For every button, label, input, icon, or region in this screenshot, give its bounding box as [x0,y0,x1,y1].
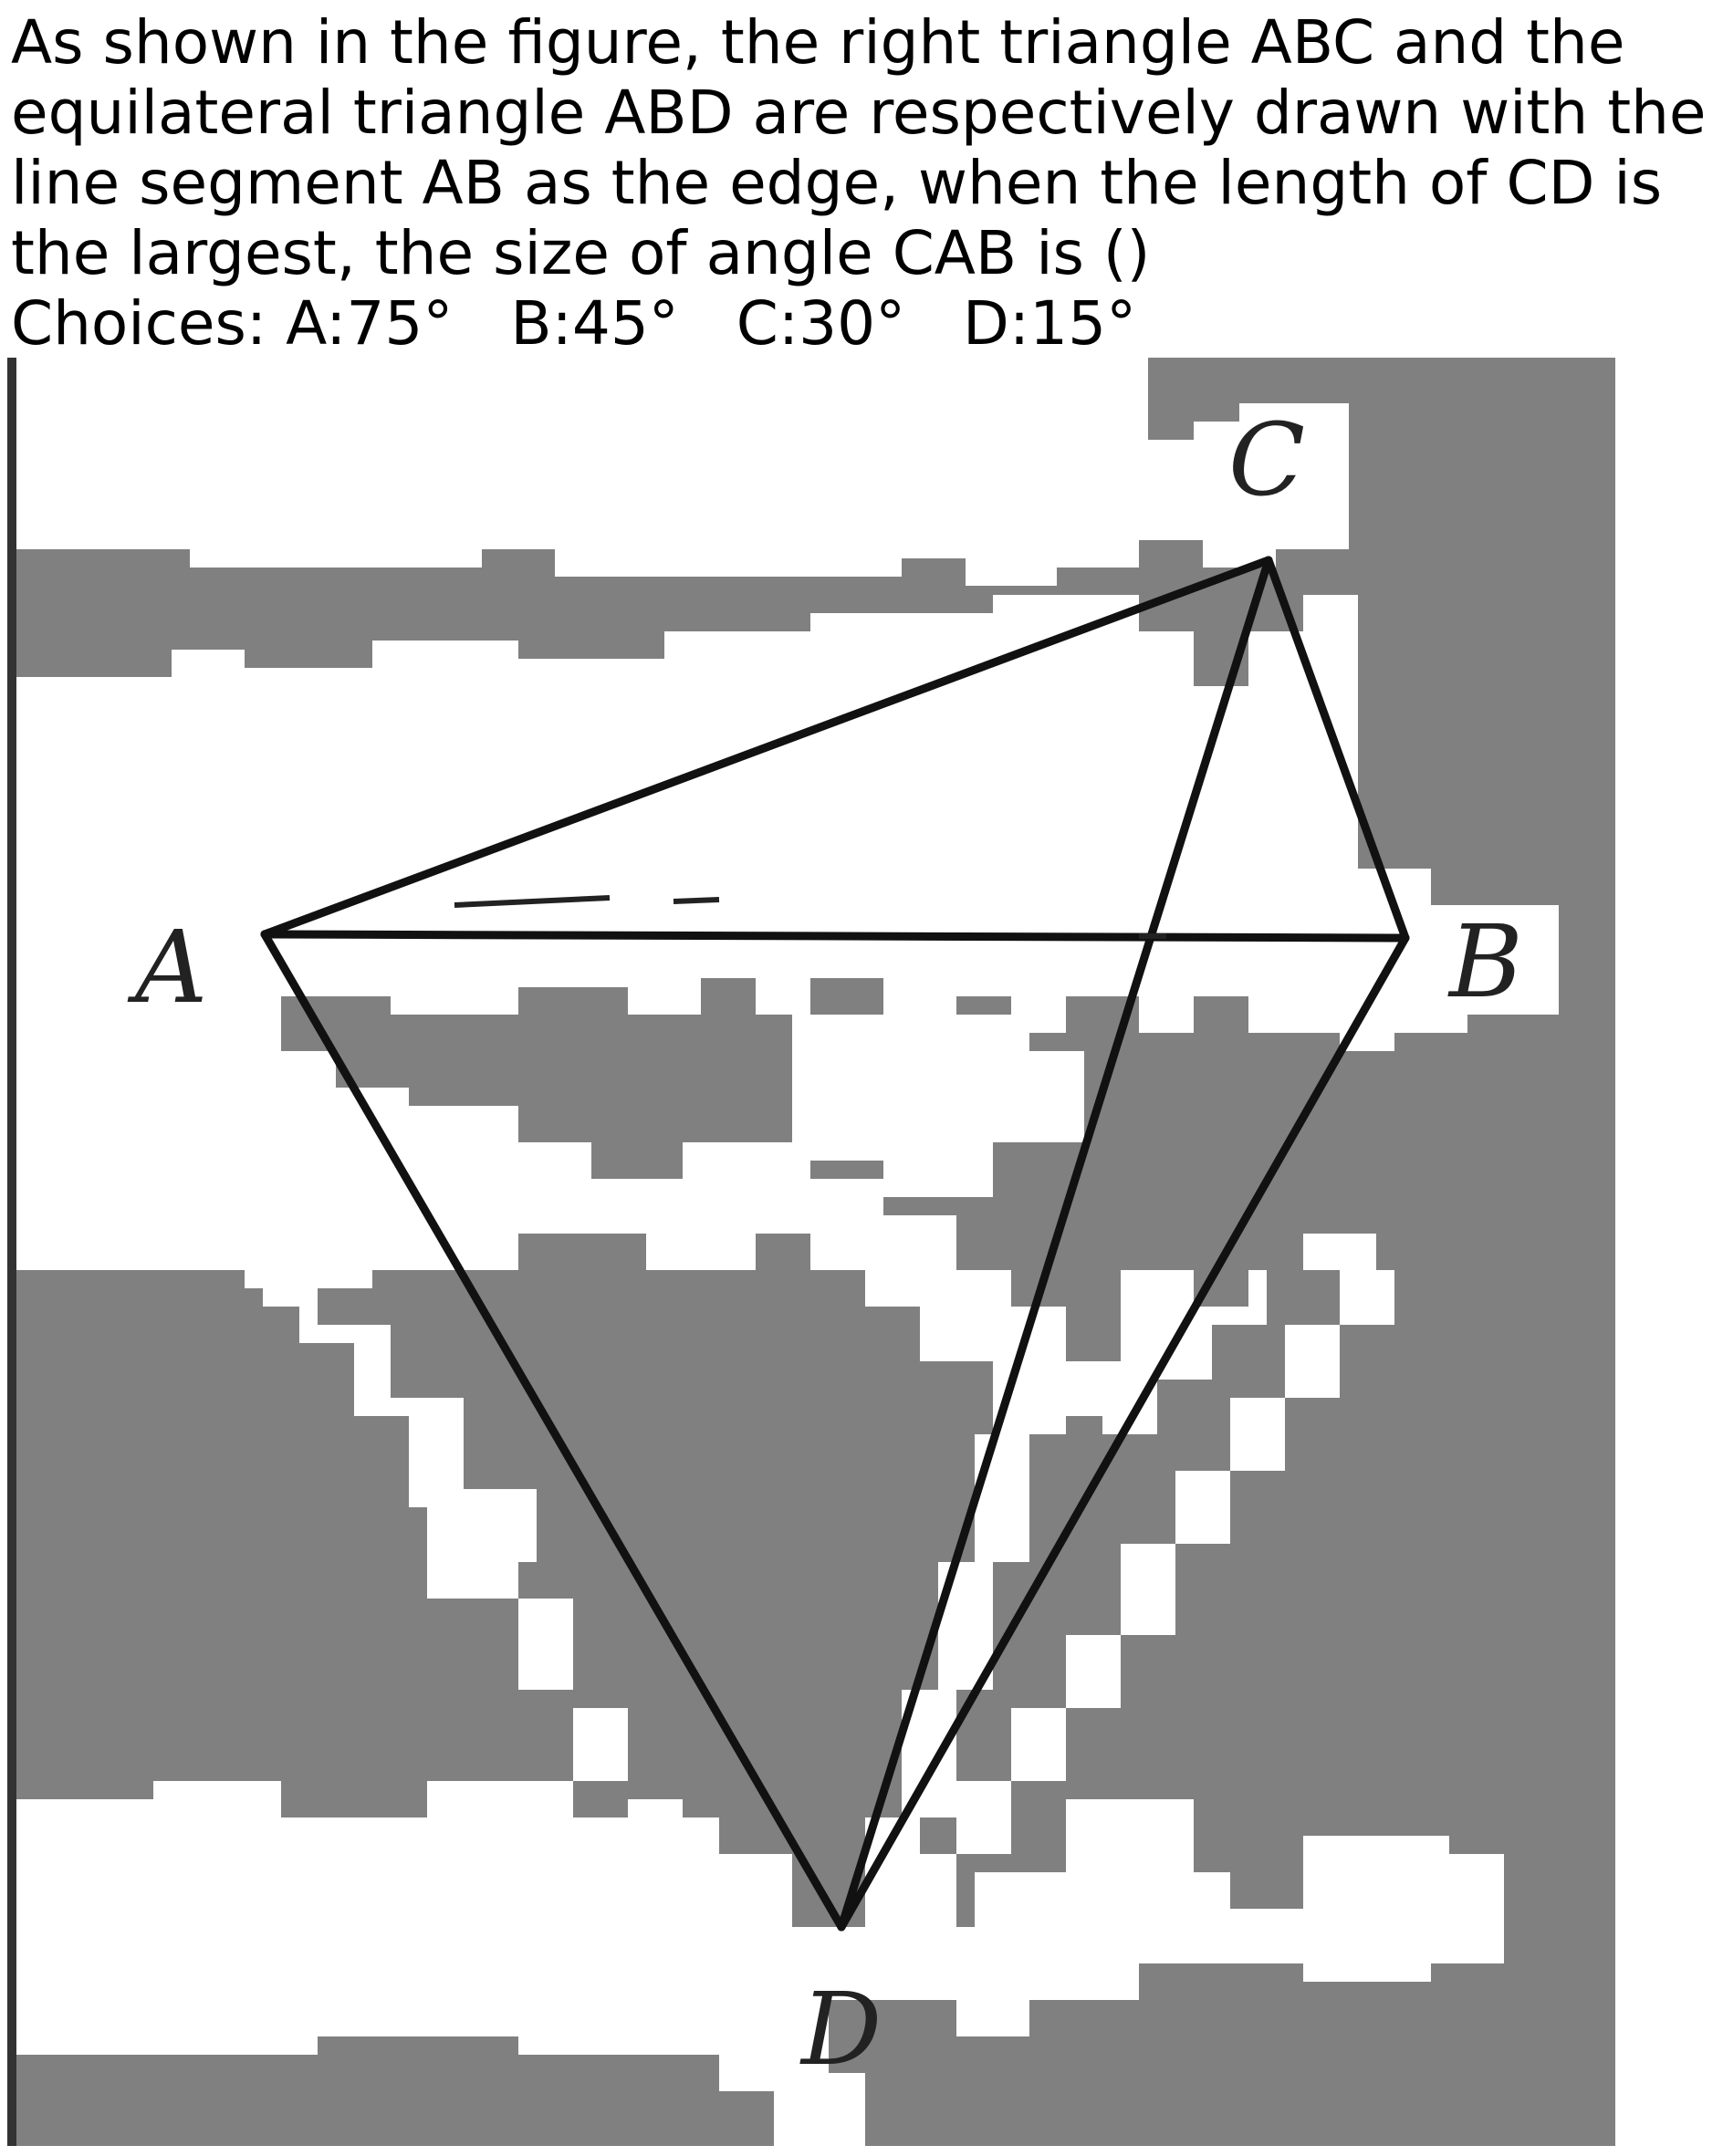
segment-bd [837,933,1410,1932]
choices-line: Choices: A:75° B:45° C:30° D:15° [11,288,1718,359]
question-line-3: line segment AB as the edge, when the le… [11,148,1663,218]
figure-left-edge [7,358,16,2146]
vertex-label-c: C [1228,401,1305,518]
question-line-4: the largest, the size of angle CAB is () [11,218,1151,288]
choice-b-value: 45° [571,288,679,359]
geometry-figure: A B C D [7,358,1615,2146]
choice-a-value: 75° [346,288,454,359]
segment-cd [837,556,1273,1932]
figure-svg: A B C D [7,358,1615,2146]
choice-c-letter: C: [736,288,799,359]
choices-label: Choices: [11,288,267,359]
question-line-2: equilateral triangle ABD are respectivel… [11,78,1707,148]
vertex-label-a: A [127,909,207,1026]
segment-ad [260,930,846,1932]
choice-d-value: 15° [1029,288,1137,359]
vertex-label-d: D [799,1971,882,2088]
question-text: As shown in the figure, the right triang… [11,7,1718,359]
segment-ab [260,930,1410,943]
choice-b-letter: B: [510,288,572,359]
vertex-label-b: B [1447,903,1523,1020]
choice-d-letter: D: [963,288,1030,359]
segment-ac [260,556,1273,939]
question-line-1: As shown in the figure, the right triang… [11,7,1625,78]
choice-a-letter: A: [286,288,347,359]
dash-marks [454,895,1166,939]
choice-c-value: 30° [799,288,906,359]
geometry-lines [260,556,1410,1932]
segment-bc [1264,556,1410,943]
